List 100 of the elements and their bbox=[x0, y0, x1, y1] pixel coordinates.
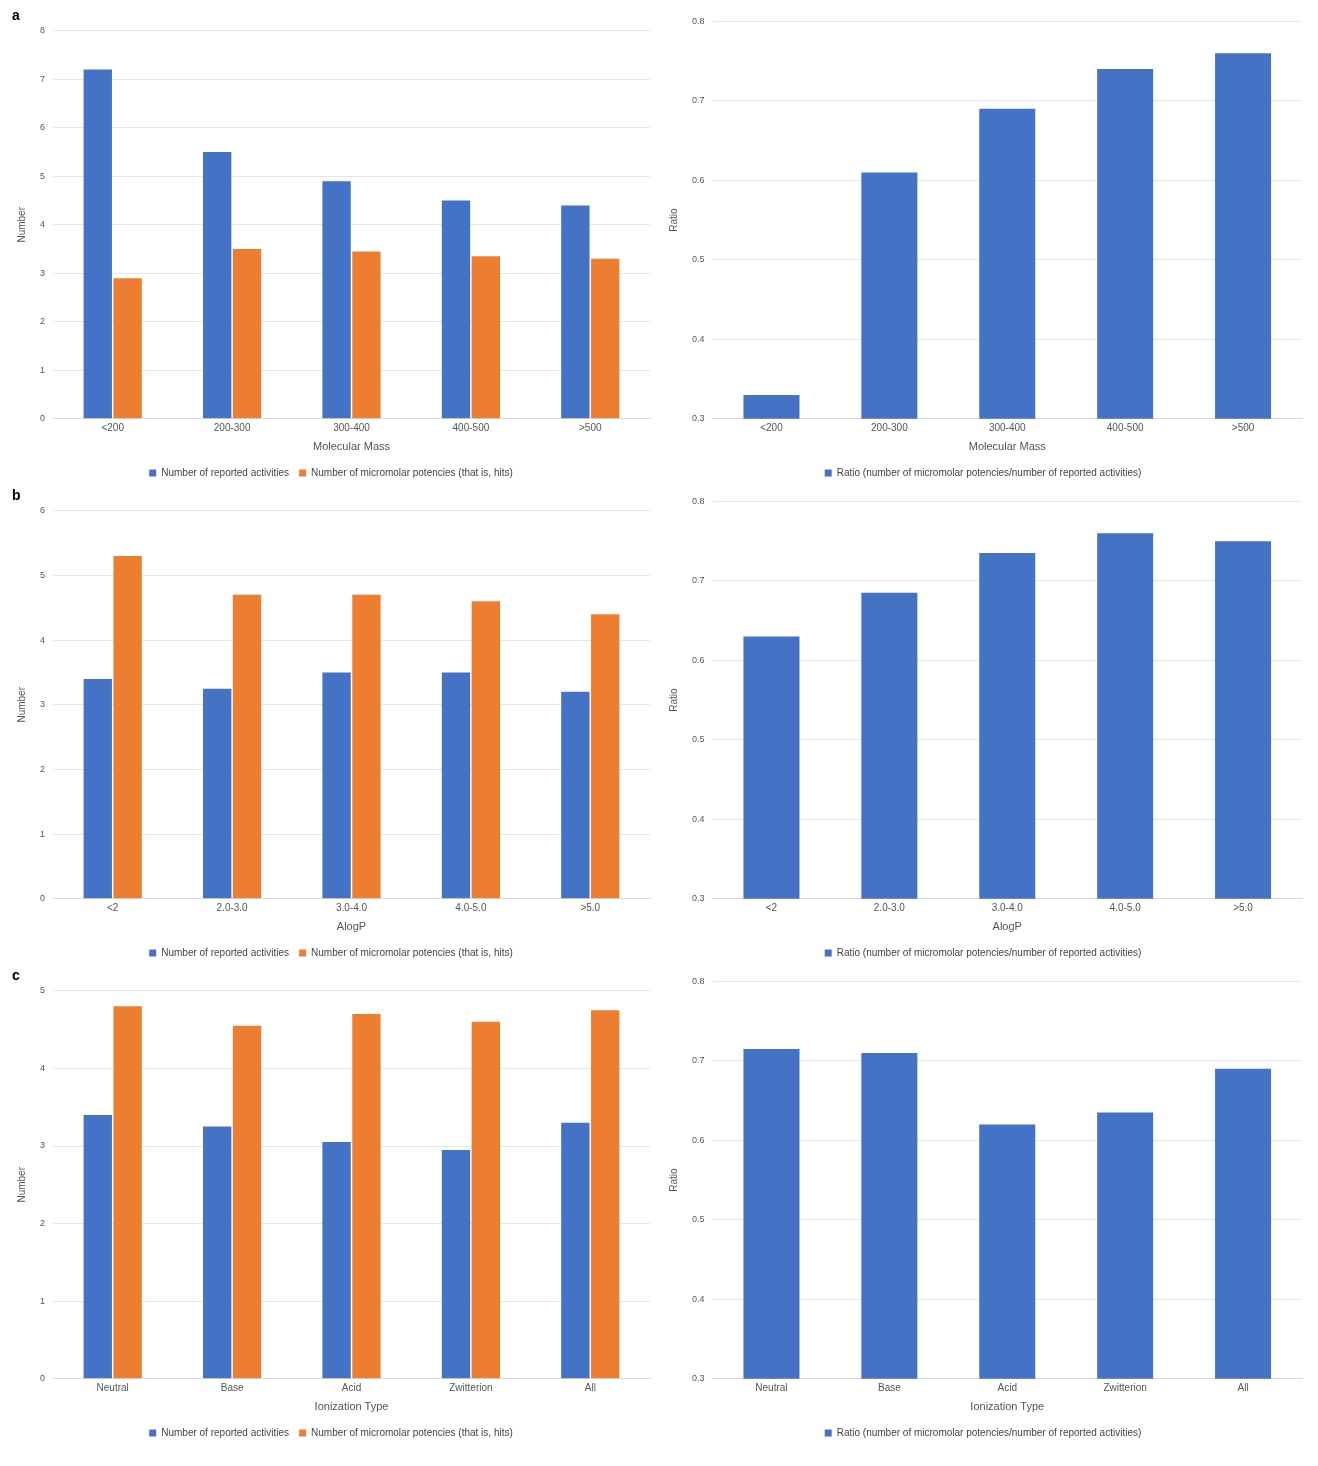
bar bbox=[232, 594, 262, 899]
bar bbox=[322, 1142, 351, 1379]
y-tick-label: 0.5 bbox=[692, 1214, 705, 1225]
y-axis-title: Ratio bbox=[667, 688, 679, 712]
y-axis-title: Number bbox=[15, 1166, 27, 1203]
x-tick-label: >5.0 bbox=[1233, 901, 1254, 913]
legend-label: Number of micromolar potencies (that is, hits) bbox=[311, 946, 513, 958]
x-tick-label: Acid bbox=[997, 1381, 1017, 1393]
chart-title: a bbox=[12, 7, 20, 24]
x-tick-label: 3.0-4.0 bbox=[991, 901, 1024, 913]
x-tick-label: Neutral bbox=[96, 1381, 129, 1393]
y-tick-label: 0.5 bbox=[692, 734, 705, 745]
y-tick-label: 6 bbox=[39, 505, 46, 516]
bar bbox=[471, 256, 501, 419]
x-tick-label: 400-500 bbox=[452, 421, 490, 433]
y-tick-label: 0.7 bbox=[692, 575, 705, 586]
bar bbox=[232, 249, 262, 419]
x-tick-label: Base bbox=[877, 1381, 902, 1393]
y-tick-label: 0.4 bbox=[692, 1293, 705, 1304]
y-axis-title: Number bbox=[15, 686, 27, 723]
bar bbox=[232, 1025, 262, 1379]
bar bbox=[322, 181, 351, 419]
chart-title: c bbox=[12, 967, 20, 984]
bar bbox=[113, 556, 142, 899]
x-tick-label: >5.0 bbox=[580, 901, 601, 913]
bar bbox=[352, 1014, 381, 1379]
y-tick-label: 0.8 bbox=[692, 15, 705, 26]
bar bbox=[441, 200, 471, 419]
y-tick-label: 3 bbox=[39, 699, 46, 710]
bar bbox=[322, 672, 351, 899]
x-tick-label: 3.0-4.0 bbox=[335, 901, 368, 913]
y-tick-label: 0.4 bbox=[692, 333, 705, 344]
x-tick-label: Acid bbox=[341, 1381, 362, 1393]
bar bbox=[352, 251, 381, 419]
legend-label: Ratio (number of micromolar potencies/number of reported activities) bbox=[836, 946, 1142, 958]
x-tick-label: <2 bbox=[765, 901, 778, 913]
y-tick-label: 7 bbox=[39, 73, 46, 84]
y-tick-label: 6 bbox=[39, 122, 46, 133]
y-tick-label: 0.7 bbox=[692, 95, 705, 106]
y-tick-label: 0.8 bbox=[692, 495, 705, 506]
x-tick-label: 200-300 bbox=[213, 421, 251, 433]
x-tick-label: 4.0-5.0 bbox=[455, 901, 487, 913]
bar bbox=[83, 1114, 112, 1379]
y-axis-title: Ratio bbox=[667, 208, 679, 232]
x-axis-title: AlogP bbox=[992, 920, 1022, 933]
y-tick-label: 2 bbox=[39, 316, 46, 327]
x-tick-label: All bbox=[584, 1381, 596, 1393]
x-axis-title: Molecular Mass bbox=[968, 440, 1047, 453]
x-axis-title: Molecular Mass bbox=[312, 440, 391, 453]
y-tick-label: 4 bbox=[39, 634, 46, 645]
y-tick-label: 5 bbox=[39, 985, 46, 996]
bar bbox=[441, 1149, 471, 1379]
legend-label: Ratio (number of micromolar potencies/number of reported activities) bbox=[836, 1426, 1142, 1438]
y-tick-label: 0.4 bbox=[692, 813, 705, 824]
x-tick-label: 2.0-3.0 bbox=[216, 901, 249, 913]
y-tick-label: 0.8 bbox=[692, 975, 705, 986]
y-tick-label: 0.3 bbox=[692, 893, 705, 904]
x-tick-label: 300-400 bbox=[333, 421, 371, 433]
y-tick-label: 0 bbox=[39, 1373, 46, 1384]
x-tick-label: Zwitterion bbox=[449, 1381, 493, 1393]
bar bbox=[591, 258, 620, 419]
y-tick-label: 1 bbox=[39, 1295, 46, 1306]
chart-title: b bbox=[12, 487, 21, 504]
y-tick-label: 0.5 bbox=[692, 254, 705, 265]
x-tick-label: Base bbox=[220, 1381, 244, 1393]
y-tick-label: 0 bbox=[39, 413, 46, 424]
bar bbox=[352, 594, 381, 899]
y-tick-label: 1 bbox=[39, 828, 46, 839]
y-tick-label: 2 bbox=[39, 1218, 46, 1229]
bar bbox=[561, 205, 590, 419]
x-tick-label: <200 bbox=[760, 421, 784, 433]
y-tick-label: 3 bbox=[39, 267, 46, 278]
bar bbox=[83, 69, 112, 419]
x-tick-label: 4.0-5.0 bbox=[1109, 901, 1142, 913]
x-tick-label: Neutral bbox=[755, 1381, 788, 1393]
x-tick-label: <2 bbox=[107, 901, 119, 913]
y-tick-label: 3 bbox=[39, 1140, 46, 1151]
bar bbox=[561, 691, 590, 899]
y-tick-label: 1 bbox=[39, 364, 46, 375]
x-tick-label: 300-400 bbox=[988, 421, 1027, 433]
x-tick-label: 200-300 bbox=[871, 421, 909, 433]
x-tick-label: 2.0-3.0 bbox=[873, 901, 906, 913]
y-tick-label: 0.7 bbox=[692, 1055, 705, 1066]
x-tick-label: 400-500 bbox=[1106, 421, 1144, 433]
bar bbox=[591, 1010, 620, 1379]
x-tick-label: All bbox=[1237, 1381, 1249, 1393]
legend-label: Number of reported activities bbox=[161, 466, 290, 478]
bar bbox=[203, 152, 232, 419]
y-tick-label: 4 bbox=[39, 219, 46, 230]
x-axis-title: AlogP bbox=[336, 920, 367, 933]
y-tick-label: 0 bbox=[39, 893, 46, 904]
legend-label: Number of reported activities bbox=[161, 946, 290, 958]
x-axis-title: Ionization Type bbox=[970, 1400, 1045, 1413]
bar bbox=[113, 1006, 142, 1379]
bar bbox=[471, 601, 501, 899]
bar bbox=[591, 614, 620, 899]
legend-label: Number of reported activities bbox=[161, 1426, 290, 1438]
y-tick-label: 5 bbox=[39, 170, 46, 181]
x-axis-title: Ionization Type bbox=[314, 1400, 389, 1413]
bar bbox=[561, 1122, 590, 1379]
